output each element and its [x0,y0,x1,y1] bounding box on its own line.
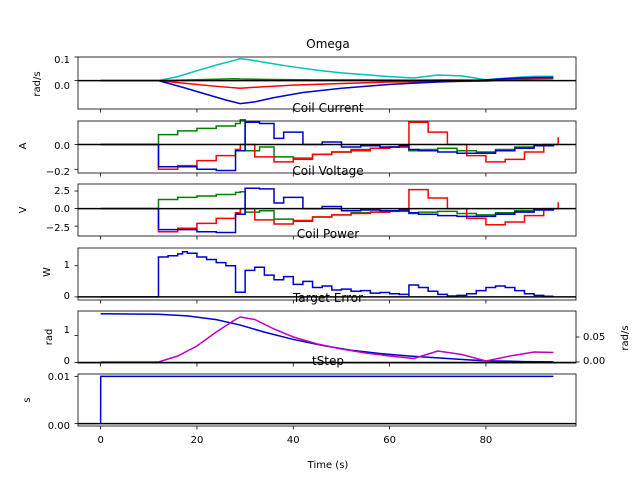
panel-target-error: rad 1 0 0.05 0.00 rad/s Target Error [44,291,631,367]
x-tick-label: 80 [480,435,493,446]
x-tick-label: 40 [287,435,300,446]
y-tick-label: 0.1 [54,55,70,66]
plot-area [74,119,576,177]
y-tick-label: −0.2 [46,167,70,178]
y-tick-label: 1 [64,325,70,336]
axes-frame [77,120,577,174]
x-axis-ticks: 0 20 40 60 80 [97,435,492,446]
y-axis-label: W [42,267,53,277]
plot-area [74,250,576,304]
y-tick-label: 0 [64,356,70,367]
plot-area [74,375,576,430]
series-line [99,375,554,424]
y-axis-label: rad [44,329,55,346]
panel-omega: Omega rad/s 0.1 0.0 [32,37,577,113]
series-line [100,57,554,82]
y-tick-label: −2.5 [46,223,70,234]
axes-frame [77,56,577,110]
series-line [100,188,559,233]
y-tick-label: 0.0 [54,81,70,92]
y-axis-label: A [18,142,29,149]
y-axis-label: s [22,397,33,402]
chart-title: tStep [312,354,344,368]
series-line [100,121,559,171]
x-tick-label: 20 [191,435,204,446]
chart-title: Coil Current [292,101,364,115]
y-tick-label: 0.0 [54,141,70,152]
y-tick-label: 0.01 [48,372,70,383]
plot-area [74,312,580,367]
panel-coil-power: W 1 0 Coil Power [42,227,577,304]
series-line [100,316,554,363]
chart-title: Coil Voltage [292,164,363,178]
y-axis-label: rad/s [32,71,43,96]
x-tick-label: 60 [383,435,396,446]
y-tick-label: 1 [64,260,70,271]
y-tick-label: 0.0 [54,204,70,215]
chart-title: Coil Power [297,227,360,241]
axes-frame [77,183,577,237]
panel-coil-current: A 0.0 −0.2 Coil Current [18,101,577,178]
y-tick-label-right: 0.00 [583,356,605,367]
series-line [100,250,554,298]
y-tick-label: 0 [64,291,70,302]
x-tick-label: 0 [97,435,103,446]
plot-area [74,187,576,240]
y-axis-label: V [18,206,29,213]
y-tick-label: 0.00 [48,421,70,432]
panel-tstep: s 0.01 0.00 tStep 0 20 40 60 80 Time (s) [22,354,577,471]
axes-frame [77,310,577,364]
axes-frame [77,247,577,301]
x-axis-label: Time (s) [307,460,349,471]
axes-frame [77,373,577,427]
y-tick-label-right: 0.05 [583,332,605,343]
y-tick-label: 2.5 [54,186,70,197]
chart-title: Target Error [292,291,363,305]
panel-coil-voltage: V 2.5 0.0 −2.5 Coil Voltage [18,164,577,240]
chart-title: Omega [306,37,350,51]
plot-area [74,56,576,113]
y-axis-label-right: rad/s [620,325,631,350]
